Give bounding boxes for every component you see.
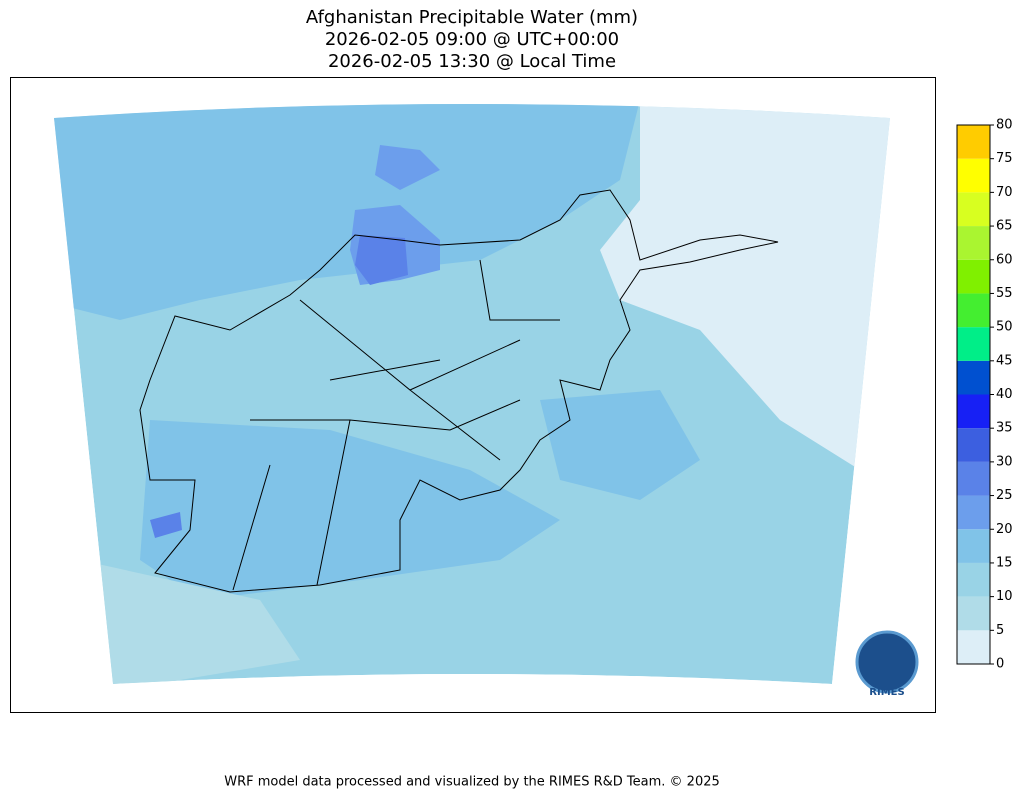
country-border [139,189,779,593]
colorbar-band [957,192,990,227]
colorbar-tick-label: 45 [996,353,1013,368]
footer: WRF model data processed and visualized … [224,775,720,790]
field [140,420,560,600]
colorbar-band [957,596,990,631]
field [375,145,440,190]
colorbar-band [957,327,990,361]
colorbar-tick-label: 60 [996,252,1013,267]
colorbar: 0 5 10 15 20 25 30 35 40 45 50 55 60 65 70 75 80 [956,118,1013,672]
colorbar-band [957,394,990,429]
colorbar-band [957,293,990,328]
colorbar-tick-label: 35 [996,421,1013,436]
colorbar-tick-label: 40 [996,387,1013,402]
colorbar-band [957,226,990,260]
colorbar-tick-label: 10 [996,589,1013,604]
colorbar-band [957,428,990,462]
colorbar-band [957,259,990,294]
colorbar-band [957,630,990,664]
colorbar-band [957,495,990,530]
colorbar-band [957,529,990,563]
colorbar-tick-label: 80 [996,118,1013,133]
field [60,560,300,684]
title-line: 2026-02-05 09:00 @ UTC+00:00 [325,29,619,50]
colorbar-band [957,562,990,597]
colorbar-tick-label: 0 [996,657,1004,672]
field [150,512,182,538]
colorbar-tick-label: 50 [996,320,1013,335]
field [600,104,890,470]
map: RIMES [10,77,936,713]
colorbar-band [957,360,990,395]
colorbar-band [957,125,990,159]
colorbar-band [957,461,990,496]
field [540,390,700,500]
logo-text: RIMES [869,687,904,698]
colorbar-tick-label: 55 [996,286,1013,301]
colorbar-band [957,158,990,193]
colorbar-tick-label: 20 [996,522,1013,537]
colorbar-tick-label: 65 [996,219,1013,234]
logo: RIMES [855,630,919,698]
colorbar-tick-label: 70 [996,185,1013,200]
colorbar-tick-label: 15 [996,555,1013,570]
title-line: Afghanistan Precipitable Water (mm) [306,7,638,28]
province-border [232,259,560,591]
field [355,235,408,285]
colorbar-tick-label: 5 [996,623,1004,638]
field [54,104,640,320]
colorbar-tick-label: 25 [996,488,1013,503]
title-line: 2026-02-05 13:30 @ Local Time [328,51,616,72]
logo-badge [855,630,919,694]
colorbar-tick-label: 75 [996,151,1013,166]
colorbar-tick-label: 30 [996,454,1013,469]
